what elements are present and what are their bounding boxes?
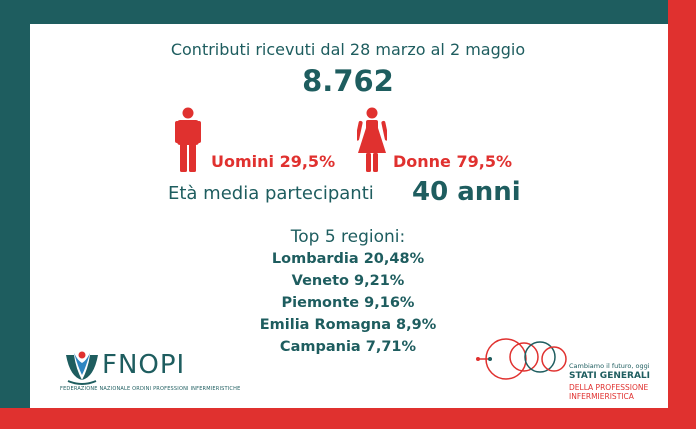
regions-title: Top 5 regioni:: [290, 227, 406, 247]
content-panel: [30, 24, 668, 408]
background-red-right: [668, 0, 696, 429]
women-percentage: Donne 79,5%: [393, 152, 512, 171]
region-item: Piemonte 9,16%: [281, 295, 415, 311]
male-icon: [175, 107, 201, 172]
total-contributions: 8.762: [302, 64, 394, 98]
subtitle: Contributi ricevuti dal 28 marzo al 2 ma…: [170, 40, 526, 59]
men-percentage: Uomini 29,5%: [211, 152, 336, 171]
sg-tagline: Cambiamo il futuro, oggi: [569, 362, 650, 370]
fnopi-logo-icon: [66, 351, 98, 385]
region-item: Campania 7,71%: [279, 339, 417, 355]
bottom-band: [0, 408, 696, 429]
stati-generali-logo-icon: [476, 338, 567, 380]
regions-list: Lombardia 20,48% Veneto 9,21% Piemonte 9…: [0, 248, 696, 358]
average-age-label: Età media partecipanti: [168, 183, 374, 204]
female-icon: [357, 107, 387, 172]
average-age-value: 40 anni: [412, 177, 521, 207]
sg-subtitle-1: DELLA PROFESSIONE: [569, 383, 649, 392]
region-item: Emilia Romagna 8,9%: [259, 317, 437, 333]
fnopi-subtitle: FEDERAZIONE NAZIONALE ORDINI PROFESSIONI…: [60, 386, 241, 392]
sg-subtitle-2: INFERMIERISTICA: [569, 392, 634, 401]
fnopi-name: FNOPI: [102, 350, 186, 380]
region-item: Lombardia 20,48%: [271, 251, 425, 267]
region-item: Veneto 9,21%: [291, 273, 405, 289]
sg-title: STATI GENERALI: [569, 371, 651, 381]
